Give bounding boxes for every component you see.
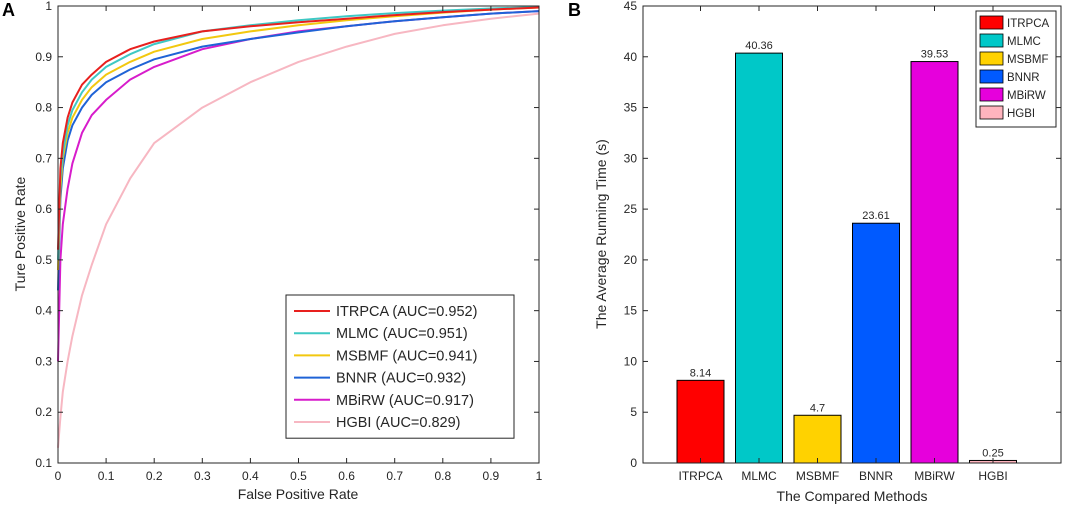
panel-letter-a: A — [2, 0, 15, 20]
bar-y-tick-label: 15 — [624, 304, 638, 318]
bar-y-tick-label: 5 — [630, 405, 637, 419]
bar-axes-box — [642, 5, 1062, 464]
bar-legend: ITRPCA MLMC MSBMF BNNR MBiRW HGBI — [975, 10, 1057, 128]
bar-x-tick-label: HGBI — [978, 469, 1007, 483]
roc-chart: A 0 0.1 0.2 0.3 0.4 0.5 0.6 0.7 0.8 0.9 10.10.20.3… — [2, 0, 543, 502]
roc-x-tick-label: 1 — [536, 469, 543, 483]
bar-mbirw — [910, 61, 959, 464]
bar-legend-swatch — [979, 33, 1004, 48]
bar-legend-entry: MLMC — [1007, 36, 1041, 48]
bar-bnnr — [852, 222, 900, 464]
bar-legend-swatch — [979, 69, 1004, 84]
roc-y-tick-label: 0.7 — [35, 151, 52, 165]
roc-legend: ITRPCA (AUC=0.952) MLMC (AUC=0.951) MSBMF … — [285, 294, 515, 439]
bar-legend-entry: BNNR — [1007, 72, 1040, 84]
bar-x-tick-label: MBiRW — [914, 469, 955, 483]
roc-curve-1 — [57, 6, 540, 260]
roc-y-tick-label: 0.4 — [35, 304, 52, 318]
bar-itrpca — [676, 379, 725, 464]
roc-x-tick-label: 0.1 — [98, 469, 115, 483]
roc-curve-3 — [57, 10, 540, 291]
roc-x-tick-label: 0.6 — [338, 469, 355, 483]
roc-legend-entry: BNNR (AUC=0.932) — [336, 371, 466, 387]
bar-y-tick-label: 30 — [624, 151, 638, 165]
bar-legend-entry: ITRPCA — [1007, 18, 1050, 30]
bar-x-tick-label: BNNR — [859, 469, 893, 483]
bar-x-axis-label: The Compared Methods — [777, 488, 928, 504]
bar-x-tick-label: MLMC — [741, 469, 777, 483]
bar-value-label: 23.61 — [862, 210, 890, 222]
roc-legend-entry: MSBMF (AUC=0.941) — [336, 348, 477, 364]
bar-x-tick-label: MSBMF — [796, 469, 839, 483]
roc-curve-5 — [57, 12, 540, 448]
roc-y-tick-label: 0.8 — [35, 101, 52, 115]
bars: 8.14 40.36 4.7 23.61 39.53 0.25 — [676, 40, 1017, 464]
bar-msbmf — [793, 414, 842, 464]
roc-y-tick-label: 0.3 — [35, 354, 52, 368]
roc-x-tick-label: 0.7 — [386, 469, 403, 483]
bar-value-label: 0.25 — [982, 447, 1003, 459]
bar-ticks: ITRPCA MLMC MSBMF BNNR MBiRW HGBI 0 5 10 15 20 25 30… — [624, 0, 1061, 483]
roc-legend-box — [285, 294, 515, 439]
roc-legend-entry: MBiRW (AUC=0.917) — [336, 393, 474, 409]
panel-letter-b: B — [568, 0, 581, 20]
roc-x-tick-label: 0 — [55, 469, 62, 483]
bar-value-label: 4.7 — [810, 402, 825, 414]
roc-x-axis-label: False Positive Rate — [238, 486, 359, 502]
roc-y-tick-label: 0.2 — [35, 405, 52, 419]
roc-curve-0 — [57, 6, 540, 250]
bar-legend-swatch — [979, 87, 1004, 102]
bar-legend-entry: HGBI — [1007, 108, 1035, 120]
roc-y-axis-label: Ture Positive Rate — [12, 176, 28, 291]
bar-y-tick-label: 40 — [624, 50, 638, 64]
bar-value-label: 39.53 — [921, 49, 949, 61]
roc-y-tick-label: 0.6 — [35, 202, 52, 216]
bar-x-tick-label: ITRPCA — [678, 469, 722, 483]
bar-value-label: 40.36 — [745, 40, 773, 52]
roc-x-tick-label: 0.2 — [146, 469, 163, 483]
bar-legend-swatch — [979, 51, 1004, 66]
roc-x-tick-label: 0.9 — [483, 469, 500, 483]
roc-legend-entry: HGBI (AUC=0.829) — [336, 415, 461, 431]
roc-x-tick-label: 0.8 — [434, 469, 451, 483]
roc-curves — [57, 6, 540, 448]
roc-legend-entry: MLMC (AUC=0.951) — [336, 326, 468, 342]
bar-y-tick-label: 25 — [624, 202, 638, 216]
bar-y-tick-label: 20 — [624, 253, 638, 267]
running-time-chart: B 8.14 40.36 4.7 23.61 39.53 0.25 ITRPCA MLMC M… — [568, 0, 1062, 504]
roc-y-tick-label: 0.1 — [35, 456, 52, 470]
bar-legend-swatch — [979, 105, 1004, 120]
bar-value-label: 8.14 — [690, 367, 711, 379]
bar-y-axis-label: The Average Running Time (s) — [593, 139, 609, 329]
bar-y-tick-label: 35 — [624, 101, 638, 115]
bar-legend-entry: MBiRW — [1007, 90, 1046, 102]
roc-y-tick-label: 1 — [45, 0, 52, 13]
roc-x-tick-label: 0.5 — [290, 469, 307, 483]
bar-mlmc — [735, 52, 783, 464]
roc-y-tick-label: 0.5 — [35, 253, 52, 267]
bar-y-tick-label: 45 — [624, 0, 638, 13]
bar-y-tick-label: 0 — [630, 456, 637, 470]
bar-legend-entry: MSBMF — [1007, 54, 1049, 66]
roc-legend-entry: ITRPCA (AUC=0.952) — [336, 304, 477, 320]
roc-x-tick-label: 0.4 — [242, 469, 259, 483]
bar-y-tick-label: 10 — [624, 354, 638, 368]
roc-x-tick-label: 0.3 — [194, 469, 211, 483]
bar-legend-swatch — [979, 15, 1004, 30]
roc-ticks: 0 0.1 0.2 0.3 0.4 0.5 0.6 0.7 0.8 0.9 10.10.20.30.… — [35, 0, 542, 483]
roc-y-tick-label: 0.9 — [35, 50, 52, 64]
